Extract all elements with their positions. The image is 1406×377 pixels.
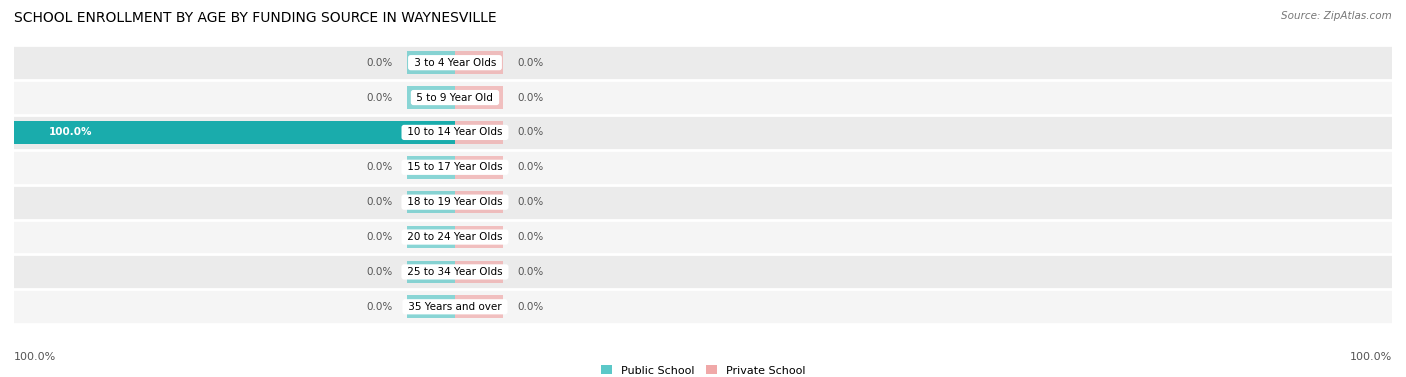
Text: 100.0%: 100.0% [48, 127, 91, 138]
Text: 100.0%: 100.0% [14, 352, 56, 362]
Text: 0.0%: 0.0% [367, 162, 392, 172]
Bar [456, 296, 503, 318]
Text: 25 to 34 Year Olds: 25 to 34 Year Olds [404, 267, 506, 277]
Bar [14, 80, 1392, 115]
Text: 15 to 17 Year Olds: 15 to 17 Year Olds [404, 162, 506, 172]
Text: 3 to 4 Year Olds: 3 to 4 Year Olds [411, 58, 499, 68]
Bar [456, 156, 503, 179]
Text: 0.0%: 0.0% [517, 127, 543, 138]
Text: 18 to 19 Year Olds: 18 to 19 Year Olds [404, 197, 506, 207]
Text: 10 to 14 Year Olds: 10 to 14 Year Olds [404, 127, 506, 138]
Text: 0.0%: 0.0% [517, 58, 543, 68]
Text: 100.0%: 100.0% [1350, 352, 1392, 362]
Bar [406, 226, 456, 248]
Bar [456, 86, 503, 109]
Text: 0.0%: 0.0% [517, 197, 543, 207]
Text: 0.0%: 0.0% [367, 58, 392, 68]
Bar [406, 156, 456, 179]
Bar [0, 121, 456, 144]
Text: 0.0%: 0.0% [517, 92, 543, 103]
Bar [406, 51, 456, 74]
Text: 0.0%: 0.0% [517, 232, 543, 242]
Text: 35 Years and over: 35 Years and over [405, 302, 505, 312]
Text: 20 to 24 Year Olds: 20 to 24 Year Olds [404, 232, 506, 242]
Bar [14, 219, 1392, 254]
Text: 0.0%: 0.0% [367, 197, 392, 207]
Bar [14, 150, 1392, 185]
Text: 0.0%: 0.0% [517, 267, 543, 277]
Legend: Public School, Private School: Public School, Private School [596, 361, 810, 377]
Text: SCHOOL ENROLLMENT BY AGE BY FUNDING SOURCE IN WAYNESVILLE: SCHOOL ENROLLMENT BY AGE BY FUNDING SOUR… [14, 11, 496, 25]
Bar [14, 115, 1392, 150]
Text: 0.0%: 0.0% [367, 232, 392, 242]
Text: 0.0%: 0.0% [517, 302, 543, 312]
Bar [14, 254, 1392, 290]
Text: 0.0%: 0.0% [367, 267, 392, 277]
Text: Source: ZipAtlas.com: Source: ZipAtlas.com [1281, 11, 1392, 21]
Text: 0.0%: 0.0% [367, 302, 392, 312]
Bar [406, 261, 456, 283]
Bar [456, 261, 503, 283]
Bar [14, 45, 1392, 80]
Bar [14, 290, 1392, 324]
Text: 0.0%: 0.0% [367, 92, 392, 103]
Bar [456, 191, 503, 213]
Text: 5 to 9 Year Old: 5 to 9 Year Old [413, 92, 496, 103]
Bar [456, 51, 503, 74]
Text: 0.0%: 0.0% [517, 162, 543, 172]
Bar [406, 296, 456, 318]
Bar [406, 191, 456, 213]
Bar [14, 185, 1392, 219]
Bar [456, 121, 503, 144]
Bar [406, 86, 456, 109]
Bar [456, 226, 503, 248]
